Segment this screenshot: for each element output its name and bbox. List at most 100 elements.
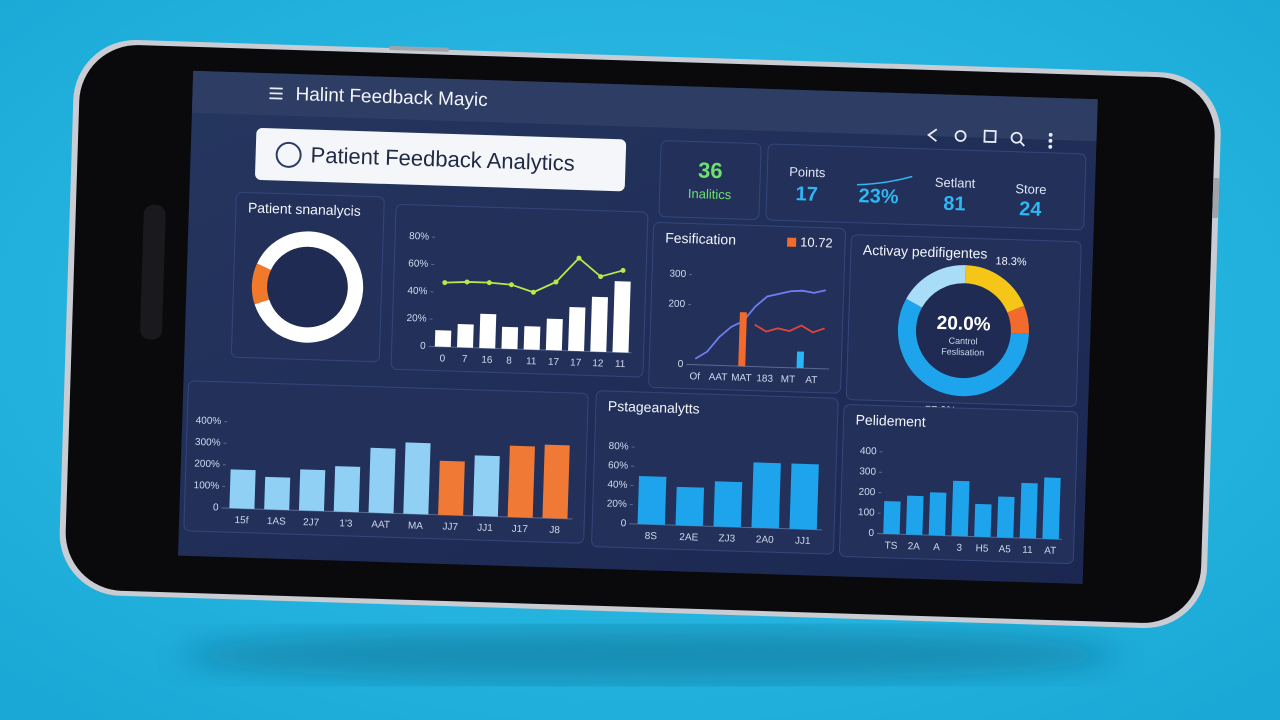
x-tick-label: 17 xyxy=(570,357,582,368)
y-tick-label: 20% xyxy=(406,313,426,325)
tablet: Halint Feedback Mayic Patient Feedback A… xyxy=(59,40,1221,628)
menu-icon[interactable] xyxy=(269,87,283,100)
toolbar xyxy=(927,128,1053,149)
bookmark-icon[interactable] xyxy=(983,129,997,143)
center-caption: Cantrol xyxy=(948,336,977,347)
y-tick-label: 200 xyxy=(858,487,875,499)
x-tick-label: 2A xyxy=(907,541,920,552)
y-tick-label: 300 xyxy=(669,269,686,281)
more-icon[interactable] xyxy=(1048,132,1053,137)
x-tick-label: 1'3 xyxy=(339,518,353,529)
panel xyxy=(648,222,846,394)
x-tick-label: AT xyxy=(1044,545,1056,556)
value-label: 18.3% xyxy=(995,255,1027,268)
bar xyxy=(675,486,705,527)
y-tick-label: 60% xyxy=(408,258,428,270)
bar xyxy=(523,326,541,350)
bar xyxy=(368,447,396,514)
bar xyxy=(974,503,992,538)
header-icon xyxy=(275,141,302,168)
x-tick-label: J17 xyxy=(512,524,529,536)
x-tick-label: TS xyxy=(884,540,897,551)
panel-title: Patient snanalycis xyxy=(248,199,361,219)
y-tick-label: 200 xyxy=(668,299,685,311)
top-button xyxy=(389,46,450,52)
x-tick-label: 16 xyxy=(481,355,493,366)
bar xyxy=(1019,482,1038,539)
bar xyxy=(637,476,667,525)
y-tick-label: 80% xyxy=(608,441,628,453)
bar xyxy=(951,480,970,537)
donut-segment xyxy=(964,265,1025,314)
x-tick-label: JJ1 xyxy=(477,523,493,534)
line-point xyxy=(508,282,514,288)
line-point xyxy=(598,274,604,280)
line-point xyxy=(464,279,470,285)
y-tick-label: 400 xyxy=(860,446,877,458)
legend-label: 10.72 xyxy=(800,234,833,250)
bar xyxy=(789,463,819,530)
x-tick-label: Of xyxy=(689,371,700,382)
panel-title: Pelidement xyxy=(855,412,926,430)
line-point xyxy=(620,267,626,273)
shadow xyxy=(180,629,1120,681)
x-tick-label: 7 xyxy=(462,354,468,365)
zoom-icon[interactable] xyxy=(954,130,967,142)
line-point xyxy=(530,289,536,295)
bar xyxy=(928,492,947,536)
share-icon[interactable] xyxy=(927,128,938,142)
search-handle xyxy=(1019,141,1025,147)
center-label: 20.0% xyxy=(936,313,991,336)
bar xyxy=(229,469,256,509)
donut-segment xyxy=(254,231,364,343)
panel-title: Pstageanalytts xyxy=(608,398,700,417)
bar xyxy=(472,455,500,517)
kpi-label: Inalitics xyxy=(688,186,732,202)
kpi-value: 81 xyxy=(943,193,966,216)
donut-segment xyxy=(1007,305,1029,334)
bar xyxy=(590,296,608,352)
x-tick-label: 12 xyxy=(592,358,604,369)
legend-swatch xyxy=(787,237,797,247)
more-icon xyxy=(1048,138,1053,143)
kpi-label: Points xyxy=(789,164,826,180)
kpi-value: 23% xyxy=(858,185,899,208)
search-icon[interactable] xyxy=(1010,131,1023,144)
line-point xyxy=(576,255,582,261)
donut-segment xyxy=(251,263,272,305)
donut-hole xyxy=(267,246,348,328)
bar xyxy=(883,501,901,535)
y-tick-label: 300% xyxy=(195,437,221,449)
more-icon xyxy=(1048,144,1053,149)
x-tick-label: 2J7 xyxy=(303,517,320,529)
y-tick-label: 40% xyxy=(407,286,427,298)
bar xyxy=(751,462,781,529)
y-tick-label: 60% xyxy=(608,460,628,472)
x-tick-label: MAT xyxy=(731,373,752,385)
panel-title: Activay pedifigentes xyxy=(863,242,988,262)
x-tick-label: JJ1 xyxy=(795,536,811,547)
bar xyxy=(479,313,497,349)
y-tick-label: 80% xyxy=(409,231,429,243)
y-tick-label: 0 xyxy=(678,359,684,370)
x-tick-label: MT xyxy=(781,374,796,385)
bar xyxy=(612,281,631,353)
y-tick-label: 0 xyxy=(420,341,426,352)
y-tick-label: 100 xyxy=(858,507,875,519)
bar xyxy=(568,307,586,352)
donut-segment xyxy=(906,265,966,308)
speaker xyxy=(140,204,166,340)
bar xyxy=(333,466,361,513)
x-tick-label: A xyxy=(933,542,940,553)
bar xyxy=(545,318,563,351)
x-tick-label: 183 xyxy=(756,373,773,385)
bar xyxy=(457,324,474,348)
bar xyxy=(996,496,1015,538)
kpi-value: 36 xyxy=(698,158,723,184)
kpi-label: Setlant xyxy=(935,175,976,191)
y-tick-label: 300 xyxy=(859,466,876,478)
x-tick-label: 2A0 xyxy=(756,534,775,546)
x-tick-label: AT xyxy=(805,375,817,386)
